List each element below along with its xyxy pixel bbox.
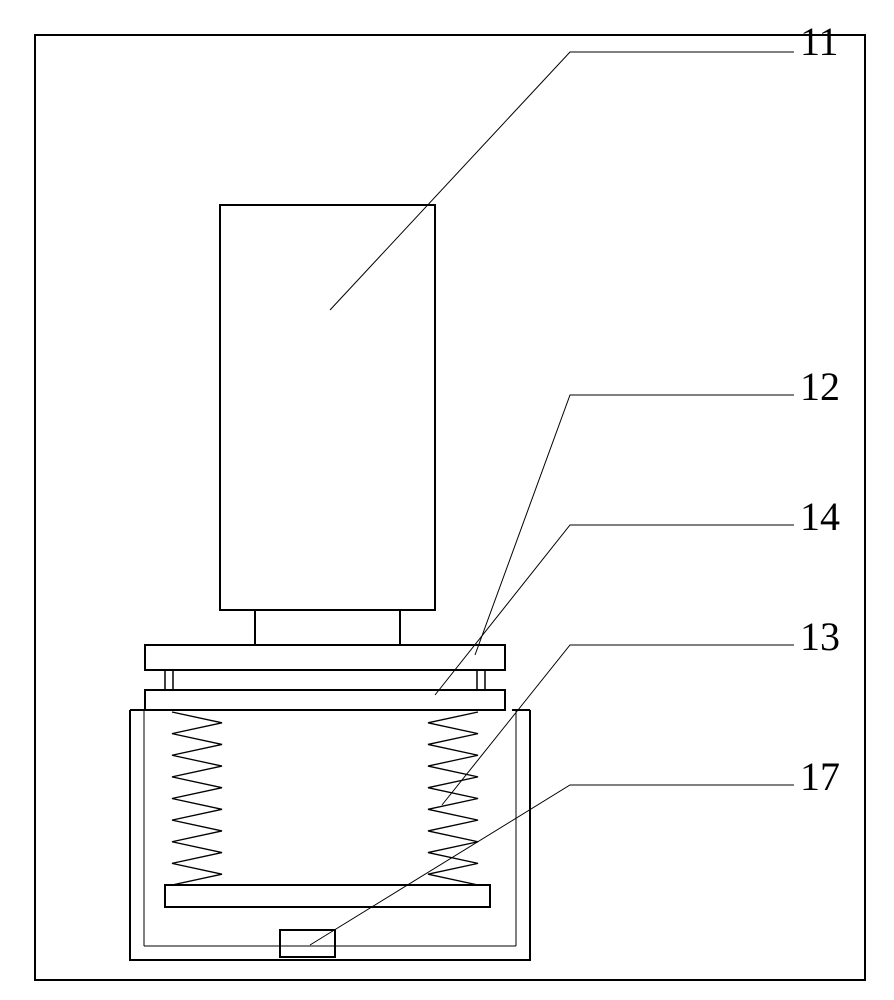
label-11: 11	[800, 19, 839, 64]
label-17: 17	[800, 754, 840, 799]
label-14: 14	[800, 494, 840, 539]
label-13: 13	[800, 614, 840, 659]
technical-diagram: 11 12 14 13 17	[0, 0, 894, 1000]
diagram-svg: 11 12 14 13 17	[0, 0, 894, 1000]
label-12: 12	[800, 364, 840, 409]
